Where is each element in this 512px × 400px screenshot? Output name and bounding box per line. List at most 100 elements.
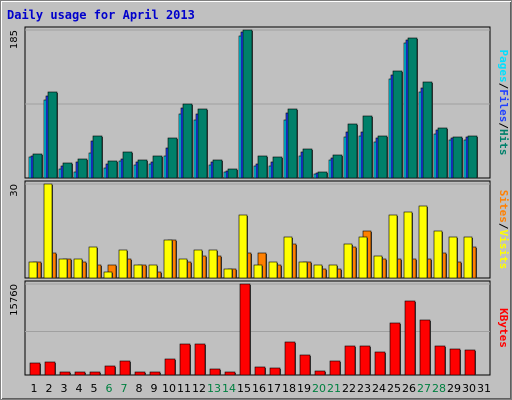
bar-hits-1: [32, 153, 43, 179]
bar-kbytes-18: [284, 341, 296, 376]
x-tick-31: 31: [477, 382, 491, 395]
x-tick-29: 29: [447, 382, 461, 395]
x-tick-14: 14: [222, 382, 236, 395]
bar-visits-27: [418, 205, 428, 279]
bar-hits-4: [77, 158, 88, 179]
right-label-top: Pages/Files/Hits: [497, 50, 510, 156]
bar-hits-6: [107, 160, 118, 179]
bar-hits-14: [227, 168, 238, 179]
x-tick-15: 15: [237, 382, 251, 395]
bar-hits-15: [242, 29, 253, 179]
bar-visits-28: [433, 230, 443, 279]
bar-hits-2: [47, 91, 58, 179]
right-label-visits: Visits: [497, 230, 510, 270]
bar-kbytes-17: [269, 367, 281, 376]
bar-kbytes-21: [329, 360, 341, 376]
bar-hits-16: [257, 155, 268, 179]
x-tick-24: 24: [372, 382, 386, 395]
bar-visits-11: [178, 258, 188, 279]
bar-kbytes-1: [29, 362, 41, 376]
x-tick-4: 4: [76, 382, 83, 395]
bar-kbytes-19: [299, 354, 311, 376]
bar-hits-13: [212, 159, 223, 179]
bar-hits-30: [467, 135, 478, 179]
right-label-bottom: KBytes: [497, 308, 510, 348]
bar-hits-17: [272, 156, 283, 179]
bar-kbytes-22: [344, 345, 356, 376]
bar-visits-13: [208, 249, 218, 279]
bar-hits-9: [152, 155, 163, 179]
bar-kbytes-8: [134, 371, 146, 376]
bar-visits-1: [28, 261, 38, 279]
bar-visits-2: [43, 183, 53, 279]
bar-visits-30: [463, 236, 473, 279]
bar-visits-24: [373, 255, 383, 279]
right-label-kbytes: KBytes: [497, 308, 510, 348]
bar-visits-6: [103, 271, 113, 279]
bar-hits-5: [92, 135, 103, 179]
bar-visits-8: [133, 264, 143, 279]
bar-hits-21: [332, 154, 343, 179]
bar-kbytes-26: [404, 300, 416, 376]
bar-hits-18: [287, 108, 298, 179]
bar-visits-23: [358, 236, 368, 279]
bar-hits-25: [392, 70, 403, 179]
bar-kbytes-5: [89, 371, 101, 376]
bar-kbytes-30: [464, 349, 476, 376]
x-tick-16: 16: [252, 382, 266, 395]
right-label-files: Files: [497, 89, 510, 122]
bar-hits-20: [317, 171, 328, 179]
right-label-sites: Sites: [497, 190, 510, 223]
bar-visits-10: [163, 239, 173, 279]
bar-hits-19: [302, 148, 313, 179]
bar-visits-17: [268, 261, 278, 279]
x-tick-10: 10: [162, 382, 176, 395]
bar-visits-22: [343, 243, 353, 279]
bar-visits-26: [403, 211, 413, 279]
bar-kbytes-25: [389, 322, 401, 376]
x-tick-18: 18: [282, 382, 296, 395]
bar-hits-29: [452, 136, 463, 179]
bar-visits-16: [253, 264, 263, 279]
bar-kbytes-28: [434, 345, 446, 376]
right-label-pages: Pages: [497, 50, 510, 83]
bar-visits-3: [58, 258, 68, 279]
bar-visits-4: [73, 258, 83, 279]
bar-visits-21: [328, 264, 338, 279]
bar-kbytes-14: [224, 371, 236, 376]
bar-kbytes-11: [179, 343, 191, 376]
bar-hits-22: [347, 123, 358, 179]
x-tick-30: 30: [462, 382, 476, 395]
x-tick-1: 1: [31, 382, 38, 395]
bar-visits-7: [118, 249, 128, 279]
bar-kbytes-27: [419, 319, 431, 376]
bar-hits-26: [407, 37, 418, 179]
bar-kbytes-2: [44, 361, 56, 376]
right-label-hits: Hits: [497, 129, 510, 156]
right-label-middle: Sites/Visits: [497, 190, 510, 270]
x-tick-19: 19: [297, 382, 311, 395]
x-tick-28: 28: [432, 382, 446, 395]
x-tick-5: 5: [91, 382, 98, 395]
bar-visits-12: [193, 249, 203, 279]
x-tick-21: 21: [327, 382, 341, 395]
bar-visits-9: [148, 264, 158, 279]
x-tick-11: 11: [177, 382, 191, 395]
x-tick-23: 23: [357, 382, 371, 395]
bar-hits-10: [167, 137, 178, 179]
x-tick-22: 22: [342, 382, 356, 395]
bar-kbytes-12: [194, 343, 206, 376]
bar-kbytes-6: [104, 365, 116, 376]
bar-visits-18: [283, 236, 293, 279]
x-tick-3: 3: [61, 382, 68, 395]
x-tick-2: 2: [46, 382, 53, 395]
bar-kbytes-9: [149, 371, 161, 376]
bar-hits-12: [197, 108, 208, 179]
x-tick-7: 7: [121, 382, 128, 395]
ymax-label-bottom: 15760: [9, 284, 20, 316]
bar-kbytes-16: [254, 366, 266, 376]
bar-hits-3: [62, 162, 73, 179]
bar-kbytes-20: [314, 370, 326, 376]
bar-hits-8: [137, 159, 148, 179]
bar-hits-7: [122, 151, 133, 179]
